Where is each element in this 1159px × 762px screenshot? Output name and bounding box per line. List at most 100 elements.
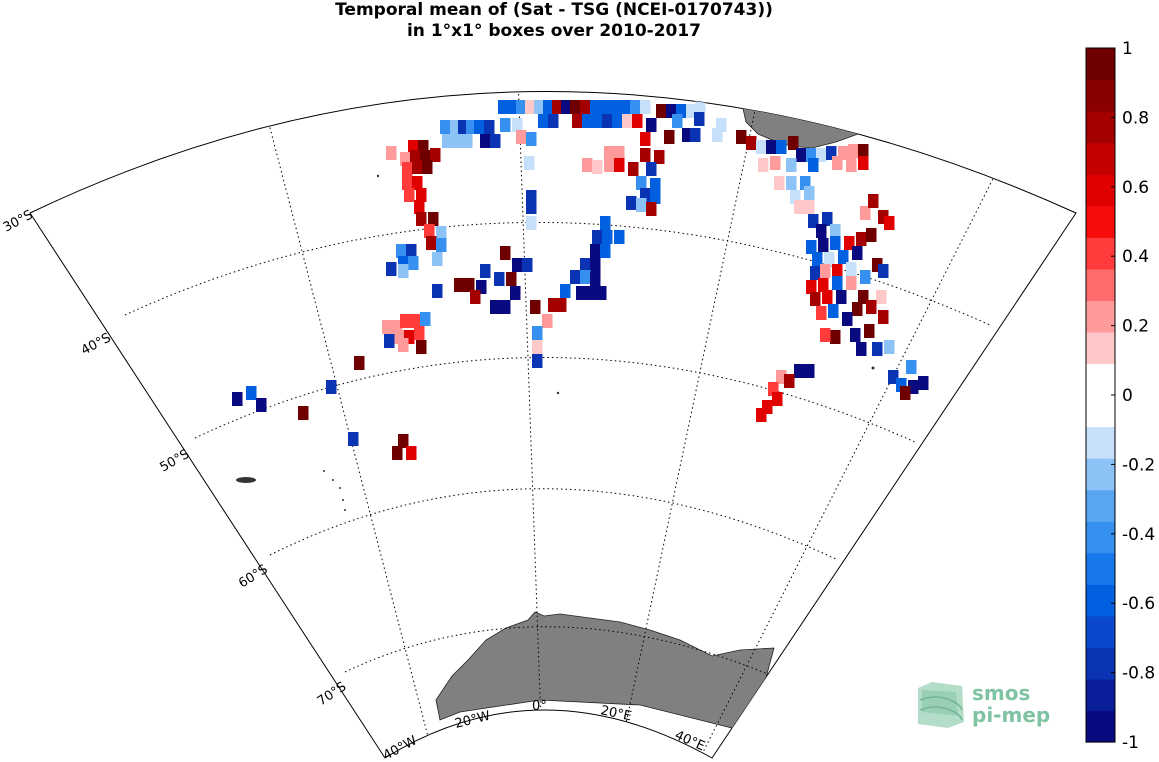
data-cell xyxy=(592,230,603,244)
data-cell xyxy=(464,278,475,292)
data-cell xyxy=(522,258,533,272)
data-cell xyxy=(410,150,421,164)
data-cell xyxy=(442,134,453,148)
data-cell xyxy=(392,320,403,334)
data-cell xyxy=(796,148,807,162)
smos-pimep-logo: smos pi-mep xyxy=(918,681,1050,728)
lat-label-30: 30°S xyxy=(1,208,36,236)
data-cell xyxy=(490,134,501,148)
data-cell xyxy=(756,140,767,154)
colorbar-tick-label: -1 xyxy=(1122,733,1139,753)
data-cell xyxy=(592,114,603,128)
data-cell xyxy=(538,114,549,128)
data-cell xyxy=(830,236,841,250)
data-cell xyxy=(620,100,631,114)
data-cell xyxy=(462,134,473,148)
data-cell xyxy=(822,290,833,304)
data-cell xyxy=(906,360,917,374)
data-cell xyxy=(532,354,543,368)
data-cell xyxy=(354,356,365,370)
data-cell xyxy=(640,188,651,202)
data-cell xyxy=(838,250,849,264)
data-cell xyxy=(404,330,415,344)
data-cell xyxy=(512,258,523,272)
data-cell xyxy=(604,146,615,160)
data-cell xyxy=(418,140,429,154)
data-cell xyxy=(776,370,787,384)
data-cell xyxy=(772,392,783,406)
data-cell xyxy=(672,114,683,128)
data-cell xyxy=(474,120,485,134)
data-cell xyxy=(664,130,675,144)
lon-label-20e: 20°E xyxy=(599,703,633,724)
data-cell xyxy=(900,386,911,400)
data-cell xyxy=(416,212,427,226)
data-cell xyxy=(580,270,591,284)
data-cell xyxy=(510,286,521,300)
data-cell xyxy=(878,310,889,324)
data-cell xyxy=(690,128,701,142)
data-cell xyxy=(534,100,545,114)
data-cell xyxy=(525,100,536,114)
data-cell xyxy=(808,214,819,228)
data-cell xyxy=(532,340,543,354)
colorbar-band xyxy=(1086,331,1115,365)
data-cell xyxy=(810,266,821,280)
data-cell xyxy=(526,200,537,214)
data-cell xyxy=(430,148,441,162)
data-cell xyxy=(676,104,687,118)
data-cell xyxy=(582,114,593,128)
data-cell xyxy=(326,380,337,394)
data-cell xyxy=(666,104,677,118)
data-cell xyxy=(420,312,431,326)
colorbar-band xyxy=(1086,205,1115,238)
data-cell xyxy=(650,178,661,192)
data-cell xyxy=(590,244,601,258)
data-cell xyxy=(524,156,535,170)
data-cell xyxy=(404,188,415,202)
data-cell xyxy=(500,300,511,314)
data-cell xyxy=(348,432,359,446)
data-cell xyxy=(884,340,895,354)
data-cell xyxy=(878,264,889,278)
data-cell xyxy=(846,262,857,276)
data-cell xyxy=(596,286,607,300)
data-cell xyxy=(548,114,559,128)
data-cell xyxy=(650,190,661,204)
data-cell xyxy=(580,100,591,114)
data-cell xyxy=(398,264,409,278)
data-cell xyxy=(860,206,871,220)
data-cell xyxy=(856,342,867,356)
data-cell xyxy=(838,146,849,160)
data-cell xyxy=(590,100,601,114)
data-cell xyxy=(440,120,451,134)
data-cell xyxy=(604,158,615,172)
data-cell xyxy=(794,200,805,214)
data-cell xyxy=(806,280,817,294)
data-cell xyxy=(602,230,613,244)
data-cell xyxy=(614,146,625,160)
data-cell xyxy=(602,114,613,128)
data-cell xyxy=(408,140,419,154)
graticule xyxy=(124,91,1006,758)
colorbar-band xyxy=(1086,395,1115,428)
lat-label-50: 50°S xyxy=(158,447,193,476)
data-cell xyxy=(410,314,421,328)
data-cell xyxy=(762,400,773,414)
data-cell xyxy=(428,212,439,226)
data-cell xyxy=(756,408,767,422)
data-cell xyxy=(632,114,643,128)
colorbar-tick-label: 1 xyxy=(1122,39,1133,59)
data-cell xyxy=(872,258,883,272)
data-cell xyxy=(878,210,889,224)
data-cell xyxy=(386,146,397,160)
data-cell xyxy=(850,328,861,342)
data-cell xyxy=(818,278,829,292)
data-cell xyxy=(466,120,477,134)
data-cell xyxy=(394,330,405,344)
data-cell xyxy=(810,292,821,306)
data-cell xyxy=(636,176,647,190)
data-cell xyxy=(858,144,869,158)
data-cell xyxy=(516,130,527,144)
